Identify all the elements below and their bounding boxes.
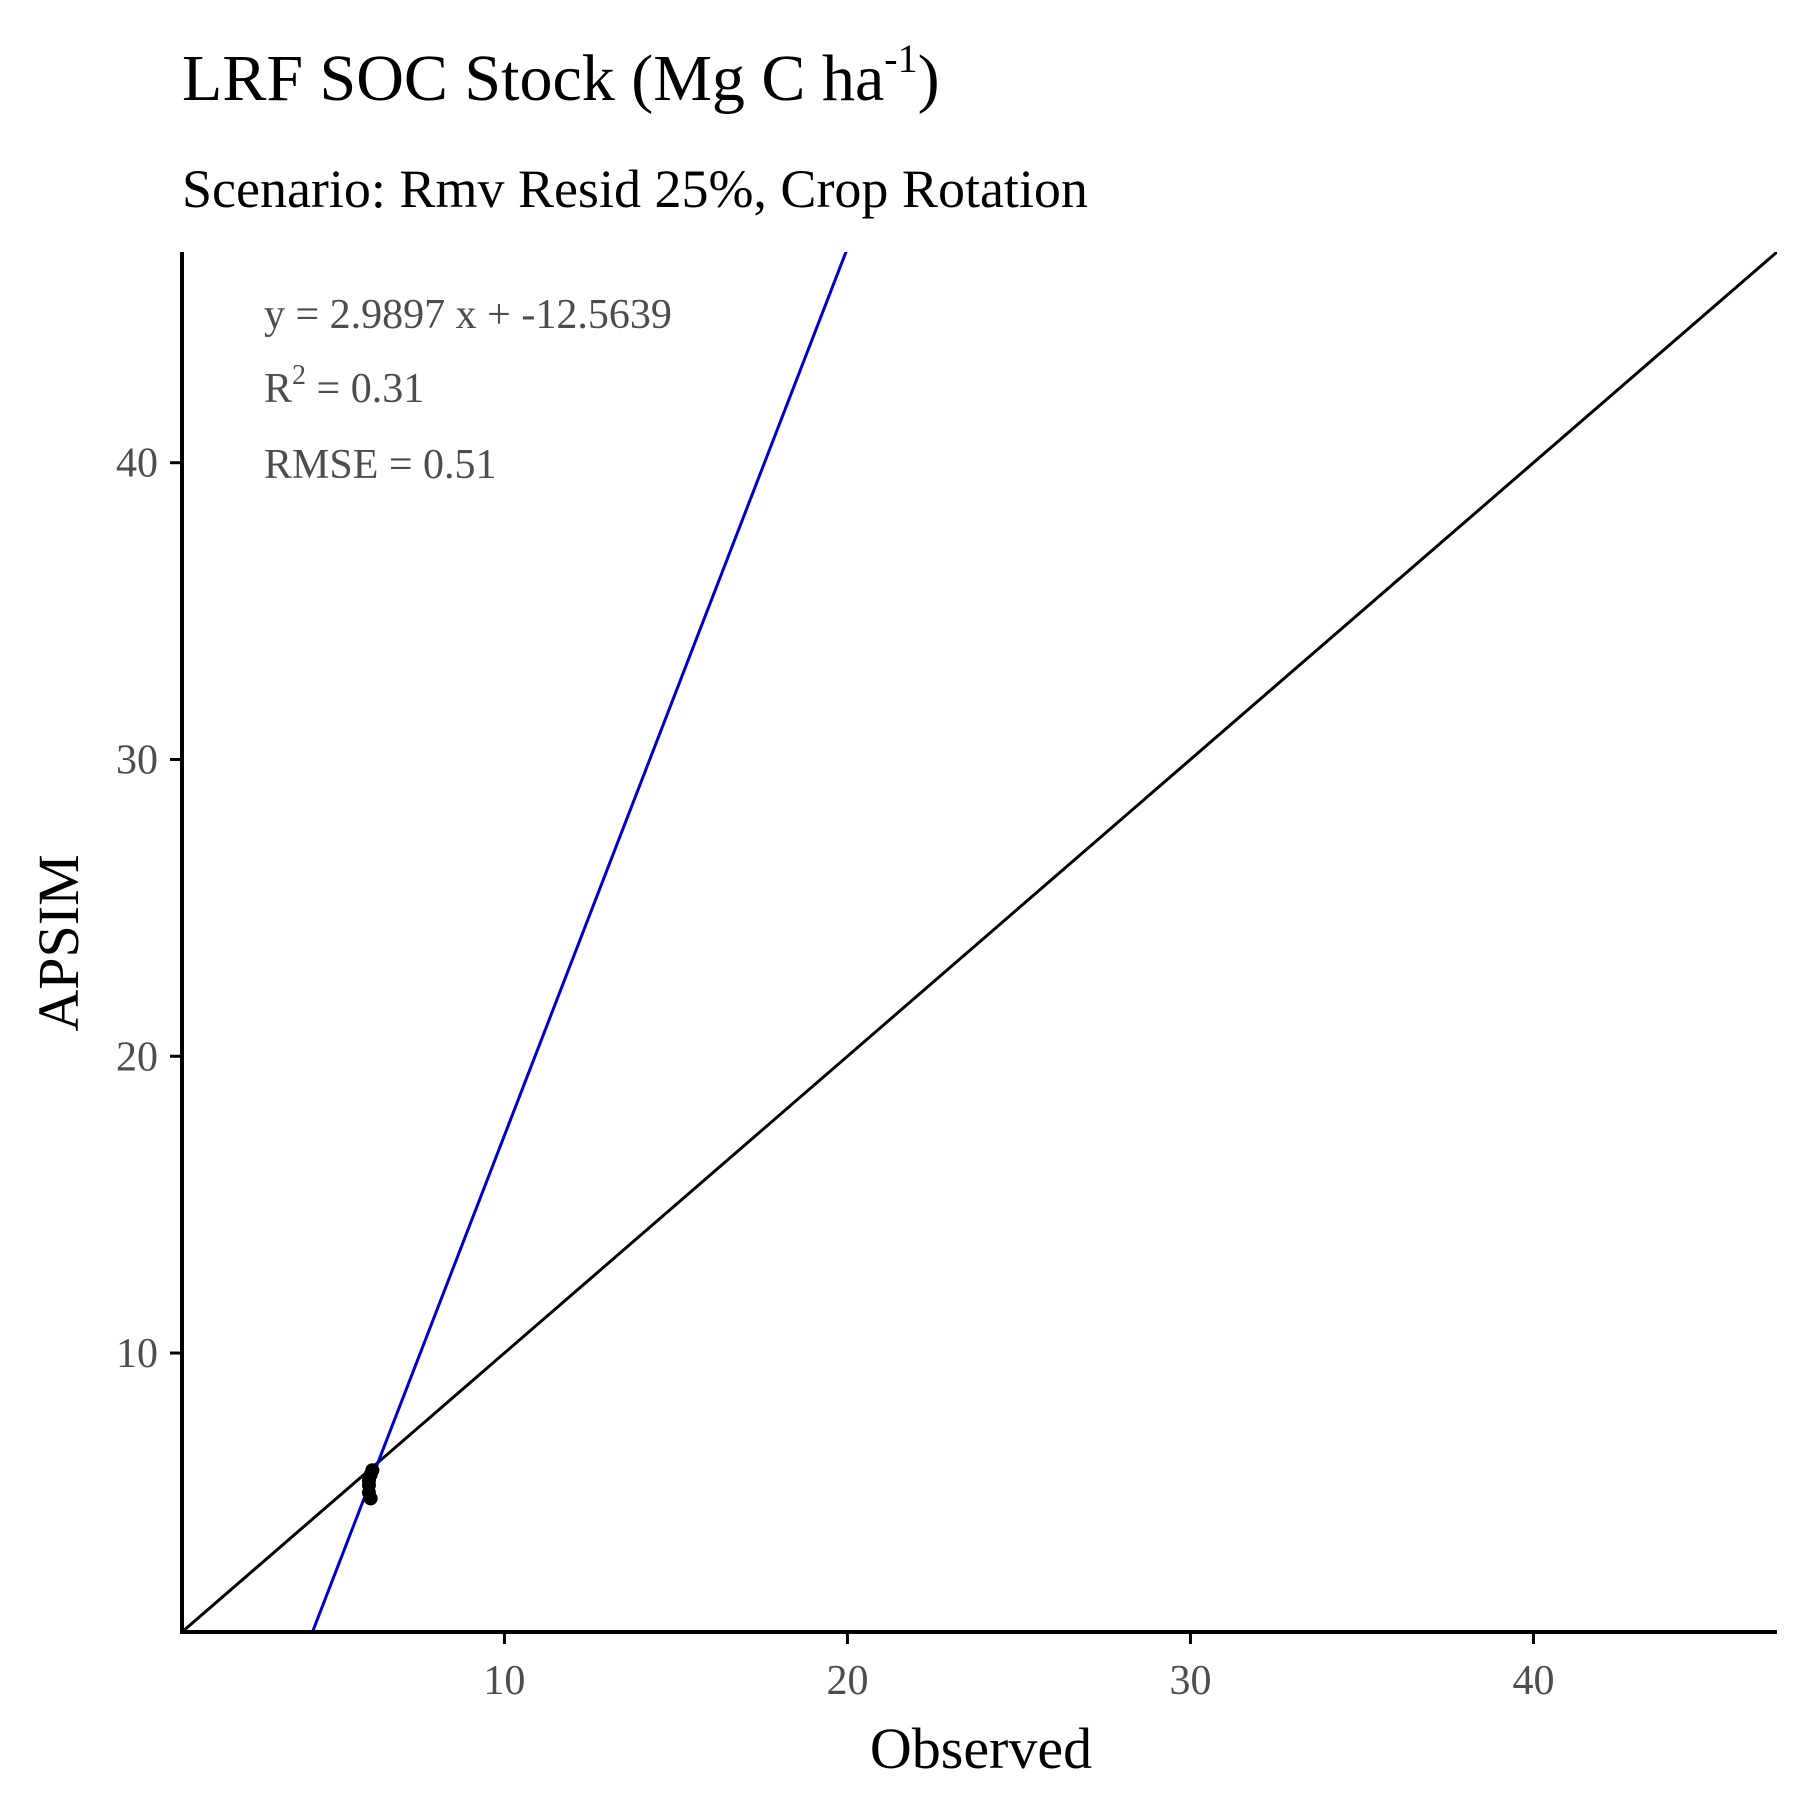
x-tick-label: 30 <box>1169 1658 1211 1704</box>
x-axis-title: Observed <box>870 1716 1092 1781</box>
chart-title: LRF SOC Stock (Mg C ha-1) <box>182 36 940 115</box>
y-tick-label: 40 <box>116 441 158 487</box>
ticks-layer: 10 20 30 40 10 20 30 40 <box>116 441 1554 1704</box>
chart-title-suffix: ) <box>918 42 940 115</box>
x-tick-label: 20 <box>826 1658 868 1704</box>
x-tick-label: 10 <box>483 1658 525 1704</box>
y-axis-title: APSIM <box>26 854 91 1031</box>
identity-line <box>182 252 1777 1632</box>
points-layer <box>361 1463 380 1506</box>
y-tick-label: 20 <box>116 1034 158 1080</box>
y-tick-label: 10 <box>116 1331 158 1377</box>
axes-layer <box>180 252 1777 1634</box>
lines-layer <box>182 252 1777 1632</box>
data-point <box>363 1491 378 1506</box>
r2-value: = 0.31 <box>306 366 424 412</box>
r2-prefix: R <box>264 366 292 412</box>
regression-line <box>310 252 848 1632</box>
y-tick-label: 30 <box>116 737 158 783</box>
equation-annotation: y = 2.9897 x + -12.5639 <box>264 292 672 338</box>
chart-subtitle: Scenario: Rmv Resid 25%, Crop Rotation <box>182 159 1088 219</box>
chart-title-superscript: -1 <box>884 36 917 81</box>
chart-title-main: LRF SOC Stock (Mg C ha <box>182 42 884 115</box>
data-point <box>361 1478 376 1493</box>
r2-superscript: 2 <box>292 360 306 391</box>
data-point <box>365 1463 380 1478</box>
x-tick-label: 40 <box>1512 1658 1554 1704</box>
r2-annotation: R2 = 0.31 <box>264 360 424 412</box>
rmse-annotation: RMSE = 0.51 <box>264 442 497 488</box>
